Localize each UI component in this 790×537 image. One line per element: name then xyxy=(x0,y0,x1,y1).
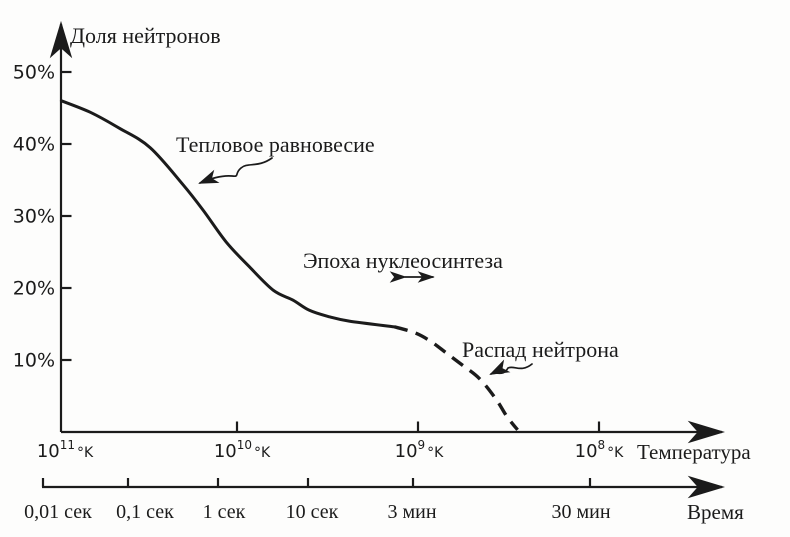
annotation-neutron-decay: Распад нейтрона xyxy=(462,337,619,362)
temp-tick-label-2: 109 °K xyxy=(395,438,445,462)
neutron-fraction-curve-dashed xyxy=(394,325,519,431)
time-tick-label-4: 3 мин xyxy=(387,501,436,523)
temperature-axis-ticks xyxy=(235,421,601,432)
y-tick-label: 40% xyxy=(13,134,55,156)
time-axis-title: Время xyxy=(687,500,744,524)
y-tick-label: 20% xyxy=(13,278,55,300)
y-tick-label: 30% xyxy=(13,206,55,228)
time-axis-ticks xyxy=(41,478,592,487)
y-tick-label: 10% xyxy=(13,350,55,372)
time-tick-label-1: 0,1 сек xyxy=(116,501,174,523)
neutron-fraction-curve-solid xyxy=(59,99,396,329)
y-tick-label: 50% xyxy=(13,62,55,84)
y-axis-ticks: 50% 40% 30% 20% 10% xyxy=(13,62,72,372)
annotation-thermal-equilibrium: Тепловое равновесие xyxy=(176,132,375,157)
neutron-decay-arrow xyxy=(489,359,533,375)
temperature-axis-title: Температура xyxy=(637,440,751,464)
annotation-nucleosynthesis-epoch: Эпоха нуклеосинтеза xyxy=(303,248,503,273)
time-tick-label-3: 10 сек xyxy=(286,501,339,523)
temp-tick-label-0: 1011 °K xyxy=(37,438,94,462)
y-axis-title: Доля нейтронов xyxy=(70,23,221,48)
temp-tick-label-1: 1010 °K xyxy=(214,438,271,462)
temp-tick-label-3: 108 °K xyxy=(575,438,625,462)
time-tick-label-5: 30 мин xyxy=(551,501,610,523)
thermal-equilibrium-arrow xyxy=(198,157,273,184)
time-tick-label-2: 1 сек xyxy=(203,501,246,523)
time-tick-label-0: 0,01 сек xyxy=(24,501,92,523)
